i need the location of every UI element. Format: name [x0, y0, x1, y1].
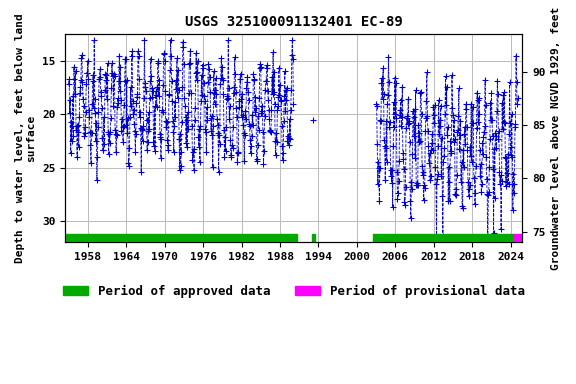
Y-axis label: Depth to water level, feet below land
surface: Depth to water level, feet below land su… — [15, 13, 37, 263]
Legend: Period of approved data, Period of provisional data: Period of approved data, Period of provi… — [58, 280, 530, 303]
Y-axis label: Groundwater level above NGVD 1929, feet: Groundwater level above NGVD 1929, feet — [551, 7, 561, 270]
Title: USGS 325100091132401 EC-89: USGS 325100091132401 EC-89 — [185, 15, 403, 29]
